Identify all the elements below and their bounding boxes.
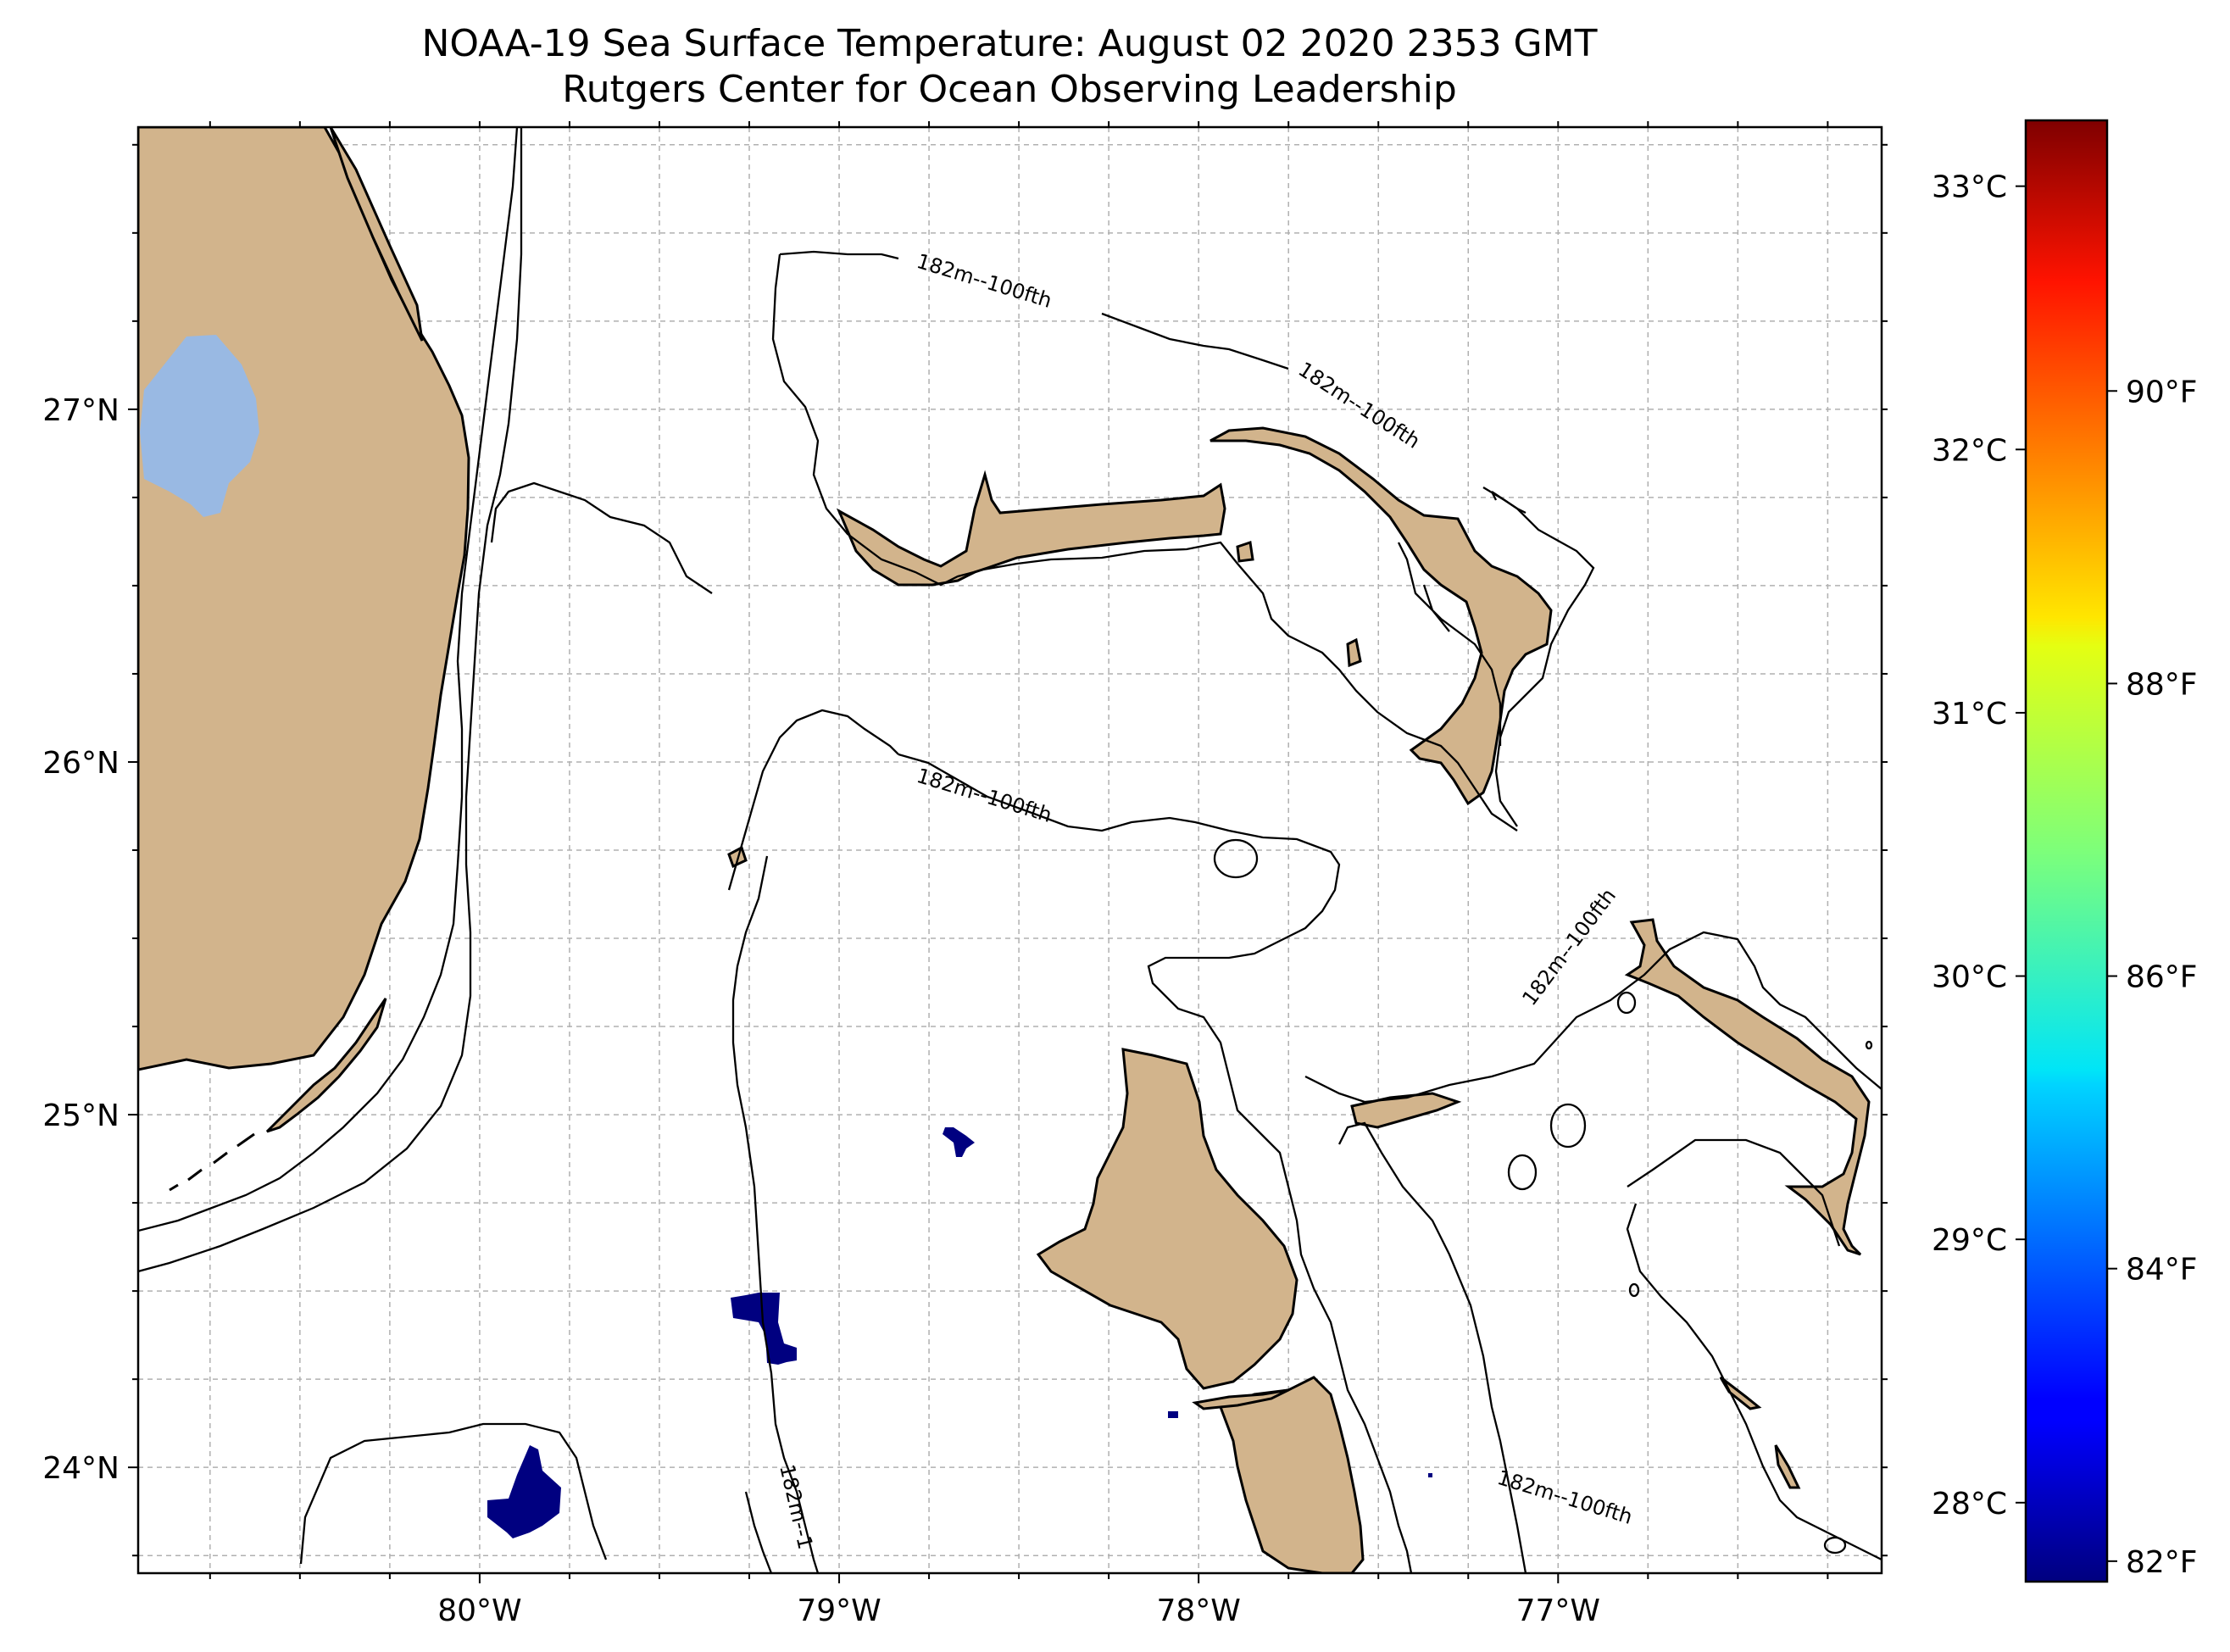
celsius-tick-label: 29°C bbox=[1932, 1223, 2007, 1258]
fahrenheit-tick-label: 86°F bbox=[2126, 960, 2198, 995]
fahrenheit-tick-label: 90°F bbox=[2126, 375, 2198, 409]
keys-fragments bbox=[169, 1132, 255, 1192]
great-abaco bbox=[1210, 426, 1553, 806]
eleuthera bbox=[1624, 918, 1871, 1256]
grand-bahama bbox=[836, 470, 1226, 587]
x-tick-label: 80°W bbox=[437, 1594, 521, 1628]
y-tick-label: 25°N bbox=[42, 1099, 120, 1133]
map-title: NOAA-19 Sea Surface Temperature: August … bbox=[421, 22, 1598, 65]
bathymetry-contours bbox=[138, 127, 1882, 1573]
y-tick-label: 26°N bbox=[42, 746, 120, 781]
exuma-cays bbox=[1774, 1444, 1801, 1489]
colorbar-ticks: 28°C 29°C 30°C 31°C 32°C 33°C 82°F 84°F 86°F 88°F… bbox=[1932, 170, 2197, 1580]
exuma-cays bbox=[1719, 1376, 1762, 1410]
andros-cays bbox=[1192, 1388, 1289, 1410]
andros-island bbox=[1036, 1048, 1299, 1390]
florida-landmass bbox=[138, 127, 470, 1071]
x-tick-label: 79°W bbox=[797, 1594, 881, 1628]
fahrenheit-tick-label: 84°F bbox=[2126, 1253, 2198, 1288]
fahrenheit-tick-label: 88°F bbox=[2126, 667, 2198, 702]
lake-okeechobee bbox=[140, 335, 259, 517]
x-tick-label: 78°W bbox=[1156, 1594, 1240, 1628]
map-axes: 80°W 79°W 78°W 77°W 24°N 25°N 26°N 27°N bbox=[42, 121, 1888, 1628]
contour-label: 182m--100fth bbox=[1517, 884, 1621, 1010]
barrier-island bbox=[329, 127, 424, 342]
contour-label: 182m--100fth bbox=[1294, 358, 1425, 453]
celsius-tick-label: 33°C bbox=[1932, 170, 2007, 205]
y-tick-label: 24°N bbox=[42, 1451, 120, 1486]
celsius-tick-label: 32°C bbox=[1932, 433, 2007, 468]
florida-keys bbox=[265, 998, 387, 1133]
sst-pixel-patch bbox=[943, 1127, 975, 1157]
colorbar-gradient bbox=[2024, 119, 2109, 1583]
abaco-cay bbox=[1236, 541, 1254, 563]
abaco-cay bbox=[1346, 637, 1362, 668]
fahrenheit-tick-label: 82°F bbox=[2126, 1545, 2198, 1580]
map-content bbox=[138, 127, 1882, 1573]
new-providence-area bbox=[1350, 1092, 1462, 1129]
celsius-tick-label: 30°C bbox=[1932, 960, 2007, 995]
andros-south bbox=[1219, 1376, 1365, 1573]
colorbar: 28°C 29°C 30°C 31°C 32°C 33°C 82°F 84°F 86°F 88°F… bbox=[1932, 119, 2198, 1583]
y-tick-label: 27°N bbox=[42, 393, 120, 428]
contour-label: 182m--100fth bbox=[914, 764, 1054, 827]
celsius-tick-label: 31°C bbox=[1932, 697, 2007, 731]
contour-label-clipped: 182m--1 bbox=[775, 1462, 817, 1551]
sst-pixel-patch bbox=[487, 1445, 561, 1538]
sst-pixel-patch bbox=[1168, 1411, 1178, 1418]
contour-label: 182m--100fth bbox=[914, 249, 1054, 313]
x-tick-label: 77°W bbox=[1516, 1594, 1600, 1628]
map-subtitle: Rutgers Center for Ocean Observing Leade… bbox=[562, 68, 1457, 111]
celsius-tick-label: 28°C bbox=[1932, 1487, 2007, 1521]
sst-pixel-patch bbox=[1428, 1473, 1432, 1477]
